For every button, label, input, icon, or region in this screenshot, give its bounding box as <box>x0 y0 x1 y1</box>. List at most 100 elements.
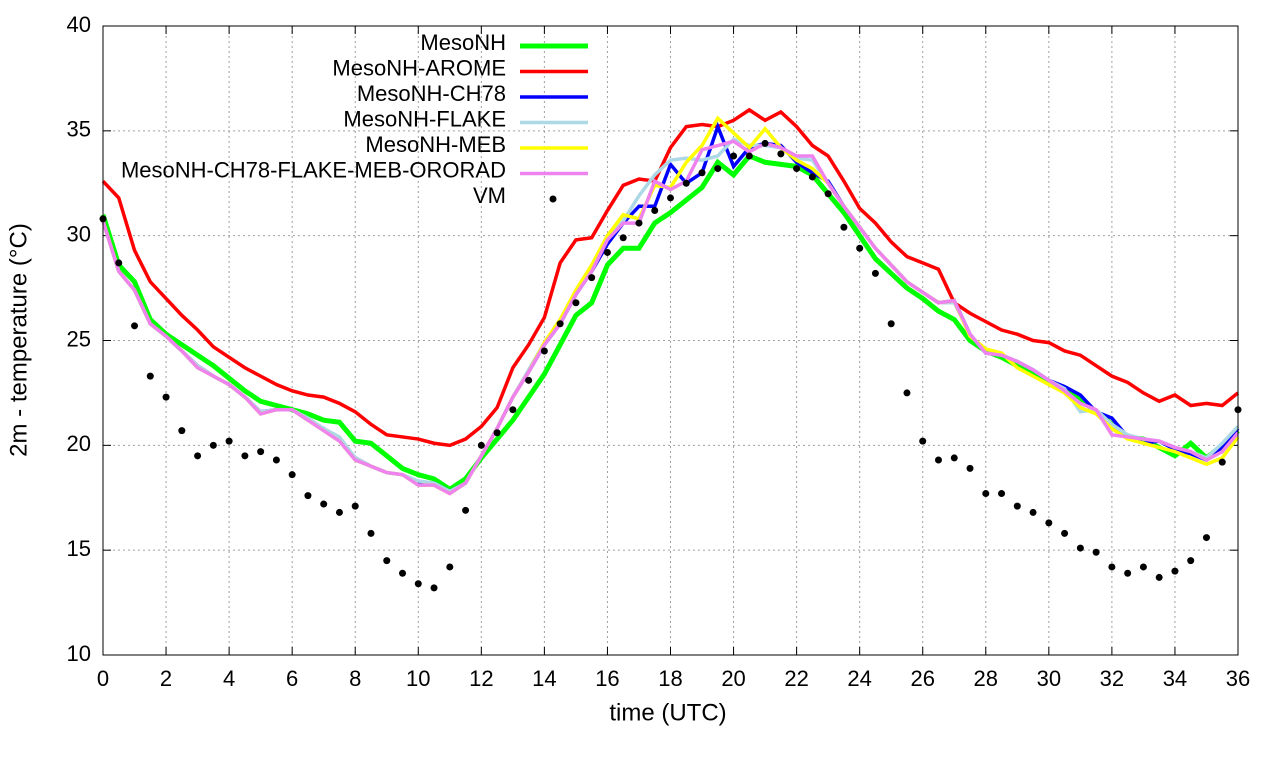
data-point <box>178 427 186 435</box>
data-point <box>1171 567 1179 575</box>
data-point <box>714 165 722 173</box>
x-tick-label: 8 <box>349 666 361 691</box>
data-point <box>115 259 123 267</box>
data-point <box>367 529 375 537</box>
data-point <box>588 274 596 282</box>
x-tick-label: 10 <box>406 666 430 691</box>
y-tick-label: 20 <box>67 431 91 456</box>
data-point <box>635 219 643 227</box>
x-tick-label: 4 <box>223 666 235 691</box>
data-point <box>745 152 753 160</box>
y-tick-label: 10 <box>67 641 91 666</box>
data-point <box>730 152 738 160</box>
data-point <box>209 441 217 449</box>
legend-label: MesoNH-CH78 <box>357 81 506 106</box>
legend-label: MesoNH-FLAKE <box>343 106 506 131</box>
x-tick-label: 24 <box>847 666 871 691</box>
data-point <box>1139 563 1147 571</box>
data-point <box>493 429 501 437</box>
data-point <box>998 490 1006 498</box>
data-point <box>225 437 233 445</box>
data-point <box>1202 534 1210 542</box>
x-tick-label: 36 <box>1226 666 1250 691</box>
data-point <box>556 320 564 328</box>
plot-border <box>102 25 1239 656</box>
data-point <box>966 464 974 472</box>
data-point <box>351 502 359 510</box>
data-point <box>241 452 249 460</box>
x-tick-label: 16 <box>595 666 619 691</box>
data-point <box>903 389 911 397</box>
data-point <box>919 437 927 445</box>
data-point <box>840 223 848 231</box>
data-point <box>682 179 690 187</box>
data-point <box>257 448 265 456</box>
data-point <box>509 406 517 414</box>
y-axis-title: 2m - temperature (°C) <box>5 223 32 457</box>
data-point <box>761 139 769 147</box>
data-point <box>619 234 627 242</box>
data-point <box>667 194 674 202</box>
data-line <box>101 107 1240 448</box>
data-point <box>777 150 785 158</box>
data-point <box>1092 548 1100 556</box>
x-tick-label: 12 <box>469 666 493 691</box>
y-tick-label: 30 <box>67 221 91 246</box>
data-point <box>131 322 139 330</box>
y-tick-label: 15 <box>67 536 91 561</box>
y-tick-label: 40 <box>67 12 91 37</box>
y-tick-label: 35 <box>67 117 91 142</box>
legend-label: VM <box>473 183 506 208</box>
data-point <box>603 248 611 256</box>
data-point <box>1029 508 1037 516</box>
x-tick-label: 2 <box>160 666 172 691</box>
data-point <box>871 269 879 277</box>
data-point <box>1061 529 1069 537</box>
data-point <box>856 244 864 252</box>
data-point <box>335 508 343 516</box>
data-point <box>1013 502 1021 510</box>
y-tick-label: 25 <box>67 326 91 351</box>
data-point <box>651 207 659 215</box>
legend-label: MesoNH-MEB <box>365 132 506 157</box>
data-point <box>525 376 533 384</box>
x-tick-label: 14 <box>532 666 556 691</box>
x-tick-label: 6 <box>286 666 298 691</box>
x-tick-label: 0 <box>97 666 109 691</box>
data-point <box>320 500 328 508</box>
x-tick-label: 34 <box>1163 666 1187 691</box>
data-point <box>808 173 816 181</box>
data-point <box>1155 573 1163 581</box>
data-line <box>101 139 1240 496</box>
data-point <box>793 165 801 173</box>
data-point <box>982 490 990 498</box>
data-point <box>934 456 942 464</box>
data-point <box>462 506 470 514</box>
data-point <box>1045 519 1053 527</box>
data-point <box>1187 557 1195 565</box>
data-point <box>1124 569 1132 577</box>
data-point <box>399 569 407 577</box>
data-point <box>162 393 170 401</box>
legend-label: MesoNH <box>420 30 506 55</box>
data-point <box>304 492 312 500</box>
data-point <box>430 584 438 592</box>
legend-label: MesoNH-CH78-FLAKE-MEB-ORORAD <box>121 157 506 182</box>
legend-label: MesoNH-AROME <box>332 55 506 80</box>
data-point <box>540 347 548 355</box>
data-point <box>446 563 454 571</box>
data-point <box>383 557 391 565</box>
data-point <box>950 454 958 462</box>
x-tick-label: 20 <box>721 666 745 691</box>
data-point <box>1076 544 1084 552</box>
data-point <box>1108 563 1116 571</box>
data-point <box>824 190 832 198</box>
data-point <box>1218 458 1226 466</box>
x-tick-label: 26 <box>910 666 934 691</box>
x-tick-label: 18 <box>658 666 682 691</box>
x-tick-label: 28 <box>974 666 998 691</box>
data-point <box>477 441 485 449</box>
data-point <box>572 299 580 307</box>
